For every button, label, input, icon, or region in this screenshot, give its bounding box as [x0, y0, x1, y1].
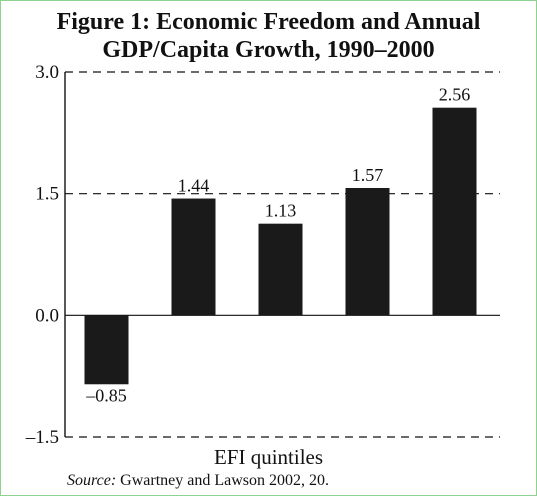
- bar-value-label-5: 2.56: [439, 85, 471, 105]
- y-tick-label-1: 1.5: [35, 184, 59, 205]
- bar-3: [258, 223, 303, 316]
- y-tick-label-0: 3.0: [35, 62, 59, 83]
- bar-1: [84, 315, 129, 385]
- source-note: Source: Gwartney and Lawson 2002, 20.: [67, 472, 329, 490]
- bar-value-label-2: 1.44: [178, 176, 210, 196]
- bar-value-label-1: –0.85: [85, 385, 127, 405]
- bar-4: [345, 187, 390, 316]
- chart-title-line-1: Figure 1: Economic Freedom and Annual: [56, 9, 481, 35]
- x-axis-label: EFI quintiles: [213, 445, 324, 469]
- source-label: Source:: [67, 472, 117, 489]
- chart-title-line-2: GDP/Capita Growth, 1990–2000: [102, 37, 435, 63]
- bar-2: [171, 198, 216, 316]
- bar-value-label-3: 1.13: [265, 201, 297, 221]
- chart-title: Figure 1: Economic Freedom and Annual GD…: [0, 8, 537, 64]
- bar-value-label-4: 1.57: [352, 165, 384, 185]
- bar-5: [432, 107, 477, 316]
- source-text: Gwartney and Lawson 2002, 20.: [116, 472, 330, 489]
- y-tick-label-3: –1.5: [25, 427, 59, 448]
- y-tick-label-2: 0.0: [35, 305, 59, 326]
